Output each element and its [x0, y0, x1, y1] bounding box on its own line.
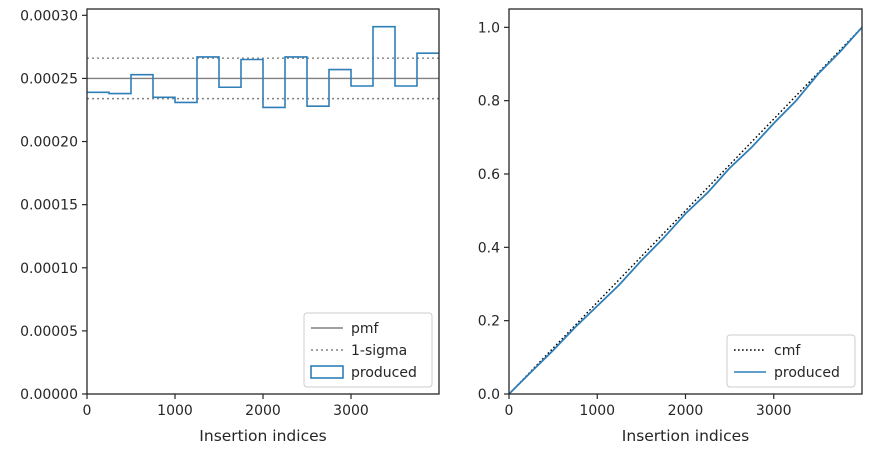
x-axis-label: Insertion indices — [199, 427, 326, 445]
legend: pmf 1-sigma produced — [303, 312, 433, 388]
series-produced-line — [509, 26, 862, 394]
legend-label-produced: produced — [774, 365, 840, 381]
y-tick-label: 0.00005 — [20, 324, 78, 340]
legend-label-produced: produced — [351, 365, 417, 381]
y-tick-label: 0.8 — [478, 94, 500, 110]
x-tick-label: 3000 — [333, 403, 369, 419]
legend-box — [726, 334, 856, 388]
legend-label-cmf: cmf — [774, 343, 801, 359]
y-tick-label: 0.6 — [478, 167, 500, 183]
series-cmf-line — [509, 26, 862, 394]
legend: cmf produced — [726, 334, 856, 388]
legend-box — [303, 312, 433, 388]
y-tick-label: 0.2 — [478, 314, 500, 330]
y-tick-label: 0.00000 — [20, 387, 78, 403]
left-chart-histogram: 0 1000 2000 3000 0.00000 0.00005 0.00010 0.0001… — [20, 8, 440, 445]
legend-label-1-sigma: 1-sigma — [351, 343, 407, 359]
x-tick-label: 1000 — [157, 403, 193, 419]
y-tick-label: 1.0 — [478, 20, 500, 36]
x-tick-label: 2000 — [668, 403, 704, 419]
x-tick-label: 3000 — [756, 403, 792, 419]
x-axis-label: Insertion indices — [622, 427, 749, 445]
x-tick-label: 0 — [83, 403, 92, 419]
plot-area — [509, 26, 862, 394]
x-tick-label: 1000 — [579, 403, 615, 419]
y-tick-label: 0.0 — [478, 387, 500, 403]
legend-label-pmf: pmf — [351, 321, 380, 337]
legend-handle-produced — [310, 365, 344, 379]
series-produced-step — [87, 25, 439, 109]
y-tick-label: 0.00025 — [20, 71, 78, 87]
y-tick-label: 0.00030 — [20, 8, 78, 24]
y-tick-label: 0.00010 — [20, 261, 78, 277]
x-tick-label: 2000 — [245, 403, 281, 419]
plot-area — [87, 25, 439, 109]
y-tick-label: 0.00015 — [20, 198, 78, 214]
y-tick-label: 0.00020 — [20, 135, 78, 151]
y-tick-label: 0.4 — [478, 240, 500, 256]
right-chart-cumulative: 0 1000 2000 3000 0.0 0.2 0.4 0.6 0.8 1.0 Insertion… — [478, 8, 863, 445]
x-tick-label: 0 — [505, 403, 514, 419]
